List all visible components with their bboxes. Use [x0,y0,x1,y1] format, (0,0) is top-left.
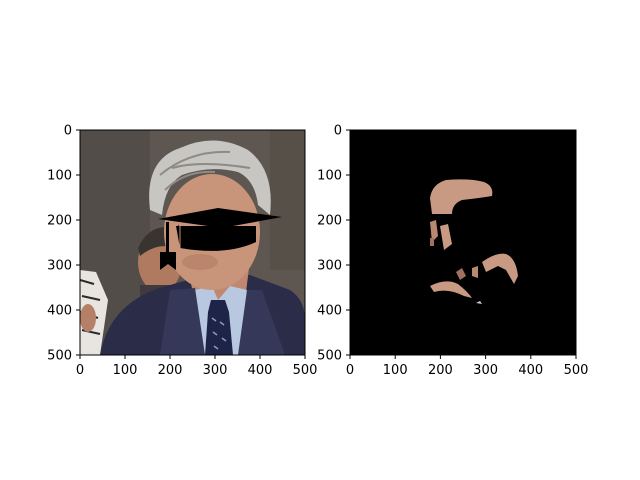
left-y-tick-label: 200 [47,214,72,229]
right-axis-ticks: 0 100 200 300 400 500 0 100 200 300 400 500 [317,124,588,379]
left-y-tick-label: 500 [47,349,72,364]
right-y-tick-label: 200 [317,214,342,229]
right-axes-frame [349,129,577,356]
mask-chin [430,281,472,298]
cap-board [158,208,282,228]
left-y-tick-label: 400 [47,304,72,319]
left-image-panel: 0 100 200 300 400 500 0 100 200 300 400 500 [47,124,317,379]
right-y-tick-label: 400 [317,304,342,319]
graduation-cap-overlay [158,208,282,270]
right-x-tick-label: 400 [518,363,543,378]
mask-background [350,130,576,355]
mask-left-cheek [430,220,438,242]
cap-tassel-cord [166,222,169,254]
left-x-tick-label: 200 [158,363,183,378]
right-y-tick-label: 500 [317,349,342,364]
right-x-tick-label: 0 [346,363,354,378]
left-x-tick-label: 300 [203,363,228,378]
right-x-tick-label: 100 [383,363,408,378]
right-mask-panel: 0 100 200 300 400 500 0 100 200 300 400 500 [317,124,588,379]
right-x-tick-label: 300 [473,363,498,378]
cap-tassel [160,252,176,270]
right-x-tick-label: 200 [428,363,453,378]
right-y-tick-label: 100 [317,169,342,184]
right-x-tick-label: 500 [564,363,589,378]
left-y-tick-label: 300 [47,259,72,274]
left-y-tick-label: 0 [64,124,72,139]
left-axes-frame [79,129,306,356]
left-axis-ticks: 0 100 200 300 400 500 0 100 200 300 400 500 [47,124,317,379]
mask-forehead [430,179,493,214]
left-x-tick-label: 0 [76,363,84,378]
right-y-tick-label: 0 [334,124,342,139]
cap-base [176,226,256,251]
left-photo [80,130,305,355]
hair [149,140,271,215]
left-x-tick-label: 100 [113,363,138,378]
left-y-tick-label: 100 [47,169,72,184]
tie [205,300,233,355]
right-y-tick-label: 300 [317,259,342,274]
left-x-tick-label: 500 [293,363,318,378]
mask-neck [482,253,518,284]
left-x-tick-label: 400 [248,363,273,378]
